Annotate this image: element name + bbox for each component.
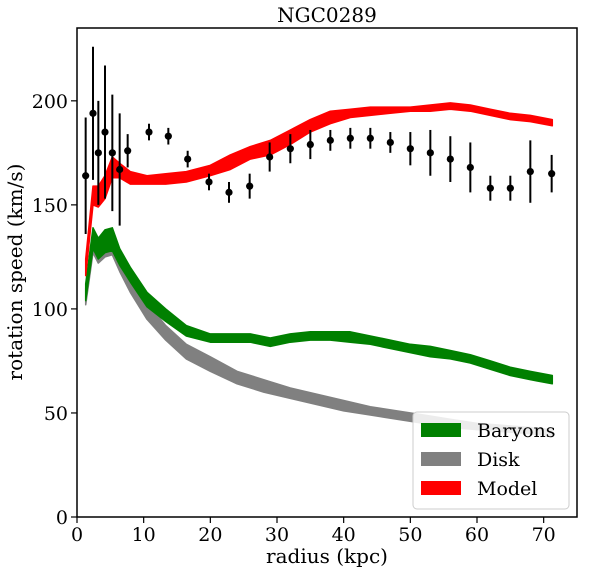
chart-title: NGC0289 bbox=[277, 3, 377, 27]
data-point bbox=[101, 128, 109, 136]
y-tick-label: 150 bbox=[32, 195, 68, 217]
data-point bbox=[446, 155, 454, 163]
legend-swatch-disk bbox=[421, 452, 461, 466]
y-tick-label: 50 bbox=[44, 403, 68, 425]
x-tick-label: 0 bbox=[71, 524, 83, 546]
data-point bbox=[526, 167, 534, 176]
data-point bbox=[286, 145, 294, 153]
data-point bbox=[466, 163, 474, 172]
data-point bbox=[548, 170, 556, 178]
data-point bbox=[94, 149, 102, 157]
y-tick-label: 0 bbox=[56, 507, 68, 529]
points-layer bbox=[82, 46, 556, 235]
x-tick-label: 50 bbox=[398, 524, 422, 546]
band-model bbox=[84, 102, 554, 277]
data-point bbox=[406, 145, 414, 153]
x-tick-label: 40 bbox=[332, 524, 356, 546]
data-point bbox=[82, 172, 90, 180]
data-point bbox=[366, 134, 374, 142]
x-axis-label: radius (kpc) bbox=[266, 544, 388, 568]
legend-swatch-model bbox=[421, 481, 461, 495]
data-point bbox=[266, 153, 274, 161]
data-point bbox=[306, 140, 314, 149]
x-axis: 0 10 20 30 40 50 60 70 bbox=[71, 517, 556, 546]
data-point bbox=[506, 184, 514, 192]
data-point bbox=[89, 109, 97, 117]
data-point bbox=[386, 138, 394, 147]
x-tick-label: 30 bbox=[265, 524, 289, 546]
data-point bbox=[184, 155, 192, 163]
y-tick-label: 200 bbox=[32, 91, 68, 113]
data-point bbox=[205, 178, 213, 186]
data-point bbox=[116, 165, 124, 174]
data-point bbox=[124, 147, 132, 155]
data-point bbox=[346, 134, 354, 142]
band-layer bbox=[84, 102, 554, 437]
x-tick-label: 10 bbox=[132, 524, 156, 546]
legend-label-disk: Disk bbox=[477, 449, 520, 471]
legend-label-baryons: Baryons bbox=[477, 420, 556, 442]
y-axis-label: rotation speed (km/s) bbox=[3, 164, 27, 381]
plot-frame bbox=[76, 27, 578, 518]
x-tick-label: 20 bbox=[198, 524, 222, 546]
y-tick-label: 100 bbox=[32, 299, 68, 321]
data-point bbox=[326, 136, 334, 144]
data-point bbox=[225, 188, 233, 196]
x-tick-label: 60 bbox=[465, 524, 489, 546]
legend-label-model: Model bbox=[477, 478, 537, 500]
band-baryons bbox=[84, 227, 554, 385]
y-axis: 0 50 100 150 200 bbox=[32, 91, 77, 529]
data-point bbox=[426, 149, 434, 157]
data-point bbox=[486, 184, 494, 192]
data-point bbox=[246, 182, 254, 190]
x-tick-label: 70 bbox=[532, 524, 556, 546]
data-point bbox=[108, 149, 116, 157]
data-point bbox=[145, 128, 153, 136]
legend: Baryons Disk Model bbox=[412, 411, 570, 510]
legend-swatch-baryons bbox=[421, 423, 461, 437]
data-point bbox=[164, 132, 172, 140]
